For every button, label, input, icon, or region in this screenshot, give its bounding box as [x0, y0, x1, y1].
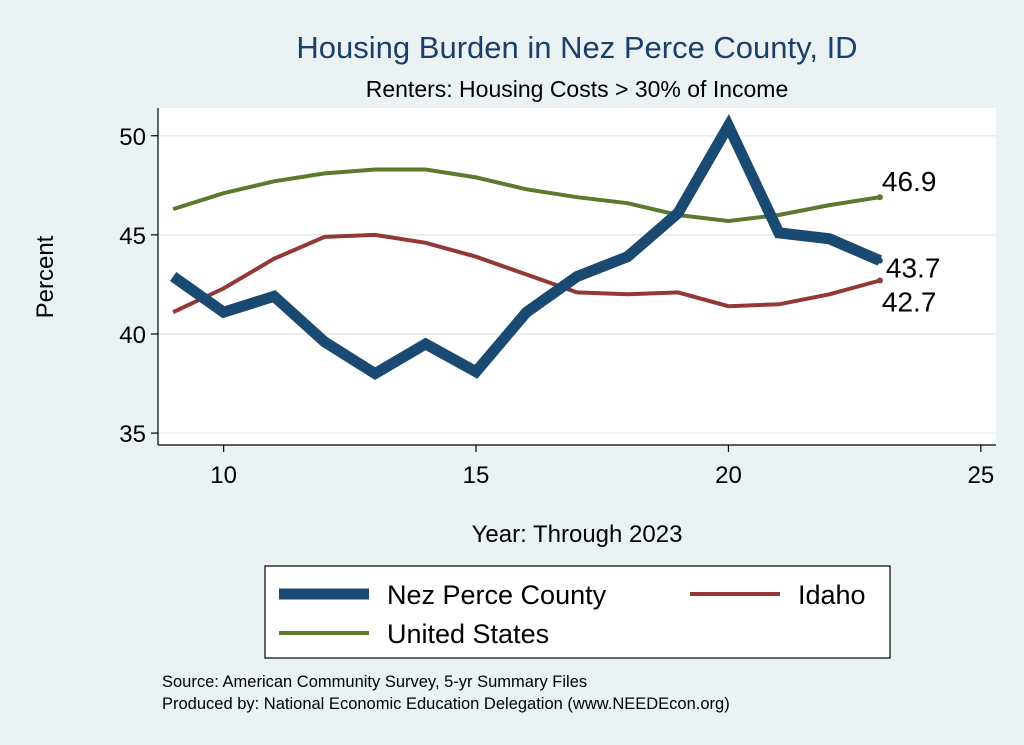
end-labels: 43.742.7 46.9 — [882, 166, 941, 317]
y-tick-label-45: 45 — [119, 223, 146, 250]
producer-note: Produced by: National Economic Education… — [162, 695, 730, 713]
end-label-idaho: 42.7 — [882, 286, 937, 317]
end-point-idaho — [876, 277, 883, 284]
x-axis-title: Year: Through 2023 — [472, 521, 683, 548]
x-tick-label-10: 10 — [210, 462, 237, 489]
series-line-nez-perce — [169, 113, 883, 381]
axes: 35 40 45 50 10 15 20 25 — [119, 108, 996, 489]
chart-subtitle: Renters: Housing Costs > 30% of Income — [366, 76, 789, 102]
end-point-nez-perce — [876, 257, 883, 264]
x-tick-label-20: 20 — [715, 462, 742, 489]
source-note: Source: American Community Survey, 5-yr … — [162, 673, 587, 691]
end-label-united-states: 46.9 — [882, 166, 937, 197]
y-axis-title: Percent — [32, 235, 59, 318]
legend-label-idaho: Idaho — [798, 580, 866, 610]
legend-label-nez-perce: Nez Perce County — [387, 580, 607, 610]
series-line-united-states — [172, 167, 881, 224]
y-tick-label-50: 50 — [119, 124, 146, 151]
series-line-idaho — [172, 232, 881, 315]
legend-label-united-states: United States — [387, 619, 549, 649]
legend: Nez Perce County Idaho United States — [264, 565, 891, 659]
gridlines — [158, 135, 996, 434]
x-tick-label-25: 25 — [968, 462, 995, 489]
end-point-united-states — [876, 194, 883, 201]
y-tick-label-40: 40 — [119, 322, 146, 349]
series-lines — [169, 113, 883, 381]
chart-title: Housing Burden in Nez Perce County, ID — [296, 30, 857, 65]
end-label-nez-perce: 43.7 — [886, 253, 941, 284]
legend-box — [264, 565, 891, 659]
y-tick-label-35: 35 — [119, 421, 146, 448]
x-tick-label-15: 15 — [463, 462, 490, 489]
